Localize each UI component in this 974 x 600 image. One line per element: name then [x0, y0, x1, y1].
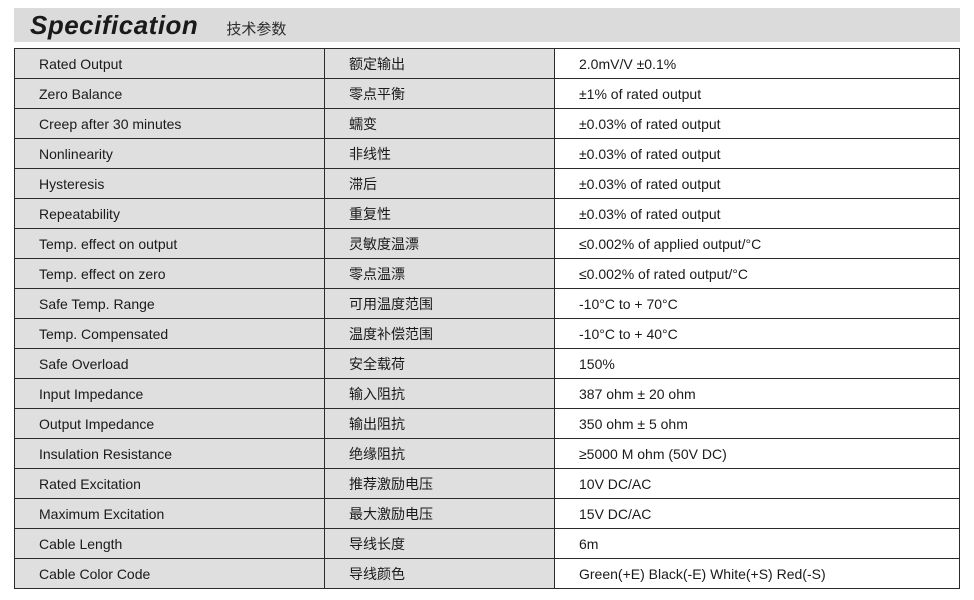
page: Specification 技术参数 Rated Output额定输出2.0mV…: [0, 0, 974, 589]
table-row: Rated Output额定输出2.0mV/V ±0.1%: [15, 49, 960, 79]
table-row: Safe Overload安全载荷150%: [15, 349, 960, 379]
param-name-en: Hysteresis: [15, 169, 325, 199]
param-value: -10°C to + 40°C: [555, 319, 960, 349]
table-row: Maximum Excitation最大激励电压15V DC/AC: [15, 499, 960, 529]
param-name-cn: 温度补偿范围: [325, 319, 555, 349]
param-name-en: Input Impedance: [15, 379, 325, 409]
param-value: 2.0mV/V ±0.1%: [555, 49, 960, 79]
param-name-en: Zero Balance: [15, 79, 325, 109]
param-name-cn: 输出阻抗: [325, 409, 555, 439]
param-name-en: Rated Output: [15, 49, 325, 79]
param-name-en: Cable Length: [15, 529, 325, 559]
param-name-en: Repeatability: [15, 199, 325, 229]
table-row: Rated Excitation推荐激励电压10V DC/AC: [15, 469, 960, 499]
param-name-cn: 零点温漂: [325, 259, 555, 289]
title-chinese: 技术参数: [226, 13, 286, 47]
param-value: -10°C to + 70°C: [555, 289, 960, 319]
param-name-en: Output Impedance: [15, 409, 325, 439]
param-value: ≤0.002% of applied output/°C: [555, 229, 960, 259]
table-row: Temp. Compensated温度补偿范围-10°C to + 40°C: [15, 319, 960, 349]
param-name-cn: 输入阻抗: [325, 379, 555, 409]
param-name-cn: 导线颜色: [325, 559, 555, 589]
table-row: Repeatability重复性±0.03% of rated output: [15, 199, 960, 229]
param-value: 15V DC/AC: [555, 499, 960, 529]
param-value: ≤0.002% of rated output/°C: [555, 259, 960, 289]
param-name-cn: 额定输出: [325, 49, 555, 79]
param-name-cn: 零点平衡: [325, 79, 555, 109]
table-row: Input Impedance输入阻抗387 ohm ± 20 ohm: [15, 379, 960, 409]
param-name-en: Safe Overload: [15, 349, 325, 379]
table-row: Cable Color Code导线颜色Green(+E) Black(-E) …: [15, 559, 960, 589]
param-name-cn: 绝缘阻抗: [325, 439, 555, 469]
title-bar: Specification 技术参数: [14, 8, 960, 42]
param-name-cn: 滞后: [325, 169, 555, 199]
param-value: ≥5000 M ohm (50V DC): [555, 439, 960, 469]
param-name-cn: 最大激励电压: [325, 499, 555, 529]
param-value: 150%: [555, 349, 960, 379]
param-name-en: Temp. Compensated: [15, 319, 325, 349]
param-name-en: Creep after 30 minutes: [15, 109, 325, 139]
param-name-en: Safe Temp. Range: [15, 289, 325, 319]
param-name-cn: 可用温度范围: [325, 289, 555, 319]
table-row: Output Impedance输出阻抗350 ohm ± 5 ohm: [15, 409, 960, 439]
param-name-cn: 灵敏度温漂: [325, 229, 555, 259]
table-row: Insulation Resistance绝缘阻抗≥5000 M ohm (50…: [15, 439, 960, 469]
title-english: Specification: [30, 8, 198, 42]
param-name-cn: 推荐激励电压: [325, 469, 555, 499]
param-name-en: Insulation Resistance: [15, 439, 325, 469]
param-name-cn: 重复性: [325, 199, 555, 229]
specification-table: Rated Output额定输出2.0mV/V ±0.1%Zero Balanc…: [14, 48, 960, 589]
table-row: Zero Balance零点平衡±1% of rated output: [15, 79, 960, 109]
table-row: Temp. effect on output灵敏度温漂≤0.002% of ap…: [15, 229, 960, 259]
param-value: ±0.03% of rated output: [555, 139, 960, 169]
param-value: 387 ohm ± 20 ohm: [555, 379, 960, 409]
table-row: Hysteresis滞后±0.03% of rated output: [15, 169, 960, 199]
table-row: Creep after 30 minutes蠕变±0.03% of rated …: [15, 109, 960, 139]
param-name-en: Cable Color Code: [15, 559, 325, 589]
param-name-en: Maximum Excitation: [15, 499, 325, 529]
param-value: ±0.03% of rated output: [555, 109, 960, 139]
param-name-cn: 安全载荷: [325, 349, 555, 379]
param-name-cn: 蠕变: [325, 109, 555, 139]
table-row: Nonlinearity非线性±0.03% of rated output: [15, 139, 960, 169]
table-row: Safe Temp. Range可用温度范围-10°C to + 70°C: [15, 289, 960, 319]
param-value: Green(+E) Black(-E) White(+S) Red(-S): [555, 559, 960, 589]
param-name-en: Rated Excitation: [15, 469, 325, 499]
param-value: 6m: [555, 529, 960, 559]
param-value: ±0.03% of rated output: [555, 169, 960, 199]
param-name-en: Nonlinearity: [15, 139, 325, 169]
param-value: 10V DC/AC: [555, 469, 960, 499]
param-value: ±1% of rated output: [555, 79, 960, 109]
param-name-en: Temp. effect on output: [15, 229, 325, 259]
table-row: Cable Length导线长度6m: [15, 529, 960, 559]
param-value: 350 ohm ± 5 ohm: [555, 409, 960, 439]
param-value: ±0.03% of rated output: [555, 199, 960, 229]
param-name-cn: 导线长度: [325, 529, 555, 559]
table-row: Temp. effect on zero零点温漂≤0.002% of rated…: [15, 259, 960, 289]
param-name-en: Temp. effect on zero: [15, 259, 325, 289]
param-name-cn: 非线性: [325, 139, 555, 169]
